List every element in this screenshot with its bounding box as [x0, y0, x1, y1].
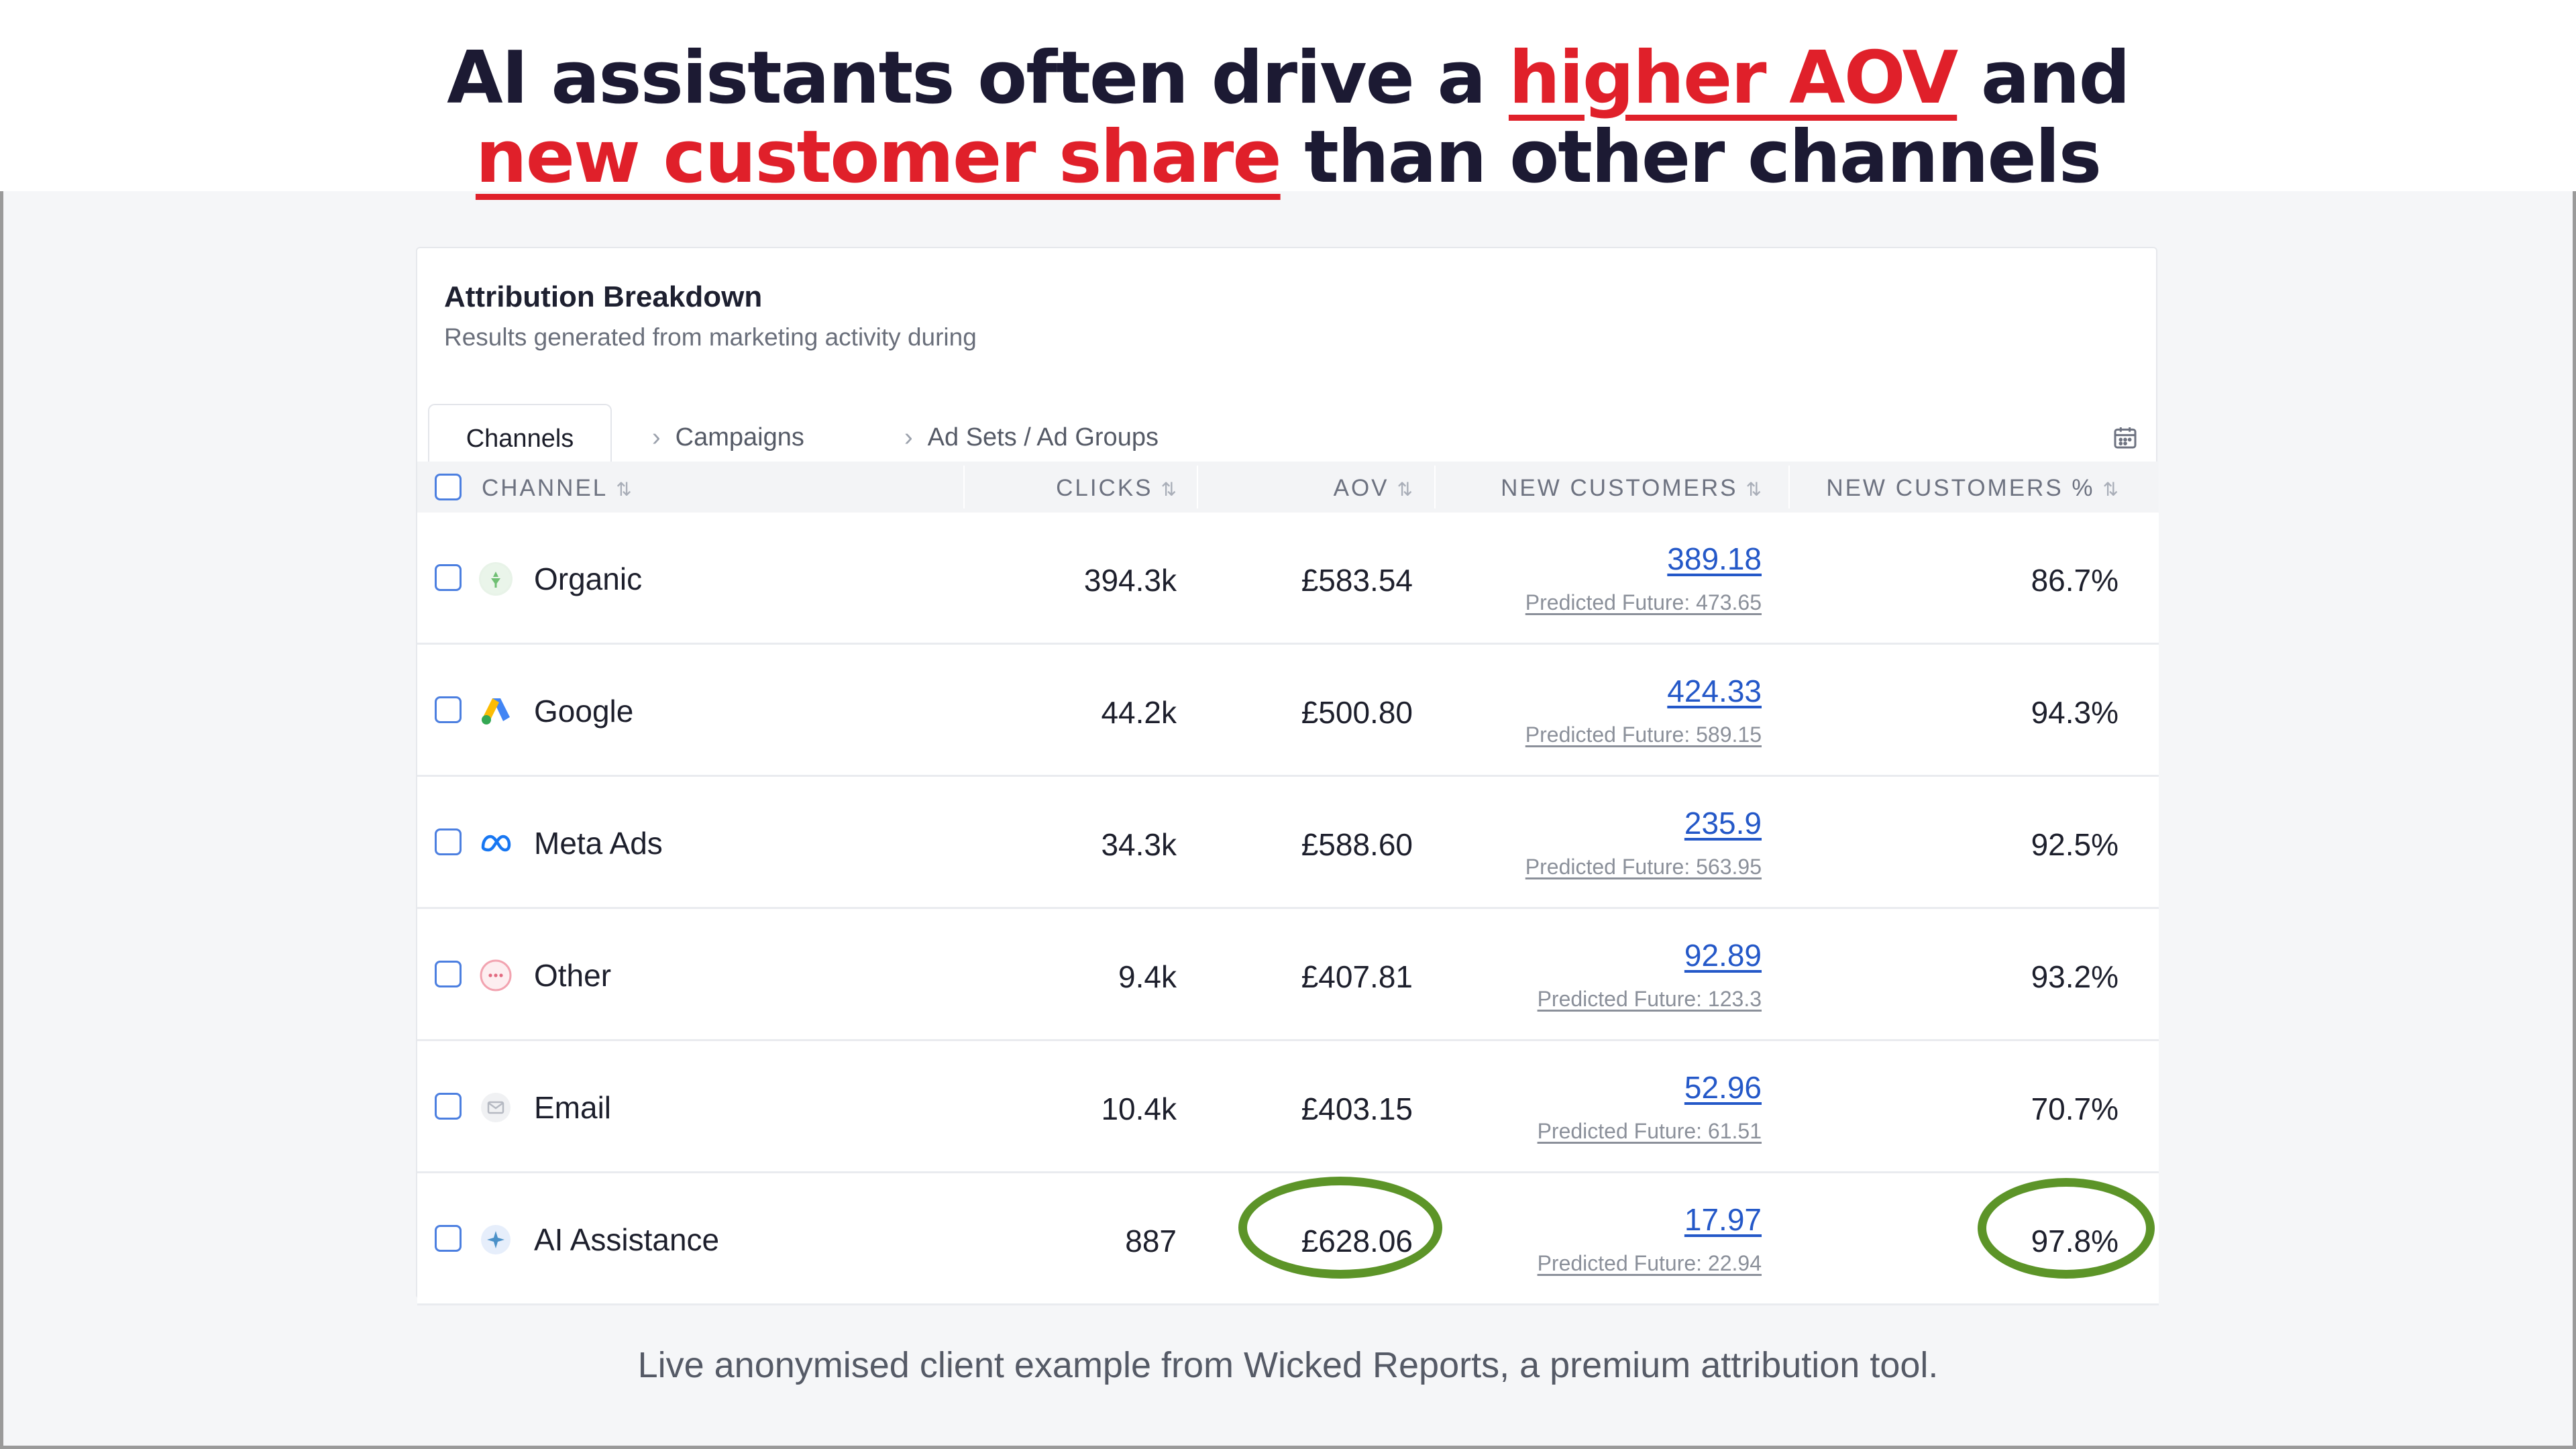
channel-name: Meta Ads: [534, 826, 663, 861]
predicted-future: Predicted Future: 22.94: [1537, 1251, 1762, 1275]
pct-highlight-circle: [1978, 1178, 2155, 1279]
sort-arrows-icon: ⇅: [1746, 479, 1762, 500]
chevron-right-icon: ›: [652, 423, 661, 451]
channel-name: Email: [534, 1090, 612, 1125]
card-title: Attribution Breakdown: [444, 280, 763, 313]
select-all-checkbox[interactable]: [435, 474, 462, 500]
predicted-future: Predicted Future: 563.95: [1525, 855, 1762, 879]
tab-ad-sets[interactable]: › Ad Sets / Ad Groups: [904, 404, 1159, 470]
table-row[interactable]: Other 9.4k £407.81 92.89 Predicted Futur…: [417, 909, 2159, 1041]
aov-value: £407.81: [1301, 959, 1413, 994]
row-checkbox[interactable]: [435, 1225, 462, 1252]
predicted-future: Predicted Future: 61.51: [1537, 1119, 1762, 1143]
sort-arrows-icon: ⇅: [616, 479, 632, 500]
sort-arrows-icon: ⇅: [1397, 479, 1413, 500]
new-customers-pct-value: 86.7%: [2031, 563, 2118, 598]
row-checkbox[interactable]: [435, 961, 462, 987]
new-customers-pct-value: 92.5%: [2031, 827, 2118, 862]
tab-label: Ad Sets / Ad Groups: [927, 423, 1159, 451]
new-customers-link[interactable]: 92.89: [1684, 938, 1762, 973]
column-divider: [963, 466, 965, 508]
aov-value: £583.54: [1301, 563, 1413, 598]
row-checkbox[interactable]: [435, 564, 462, 591]
organic-icon: [479, 562, 513, 596]
column-label: NEW CUSTOMERS: [1501, 475, 1738, 501]
table-row[interactable]: Meta Ads 34.3k £588.60 235.9 Predicted F…: [417, 777, 2159, 909]
table-row[interactable]: Google 44.2k £500.80 424.33 Predicted Fu…: [417, 645, 2159, 777]
headline-text: and: [1957, 36, 2131, 120]
ai-sparkle-icon: [479, 1223, 513, 1256]
tab-campaigns[interactable]: › Campaigns: [652, 404, 804, 470]
sort-arrows-icon: ⇅: [2102, 479, 2118, 500]
channel-name: Google: [534, 694, 634, 729]
attribution-card: Attribution Breakdown Results generated …: [416, 247, 2159, 1305]
headline-line-2: new customer share than other channels: [0, 118, 2576, 197]
google-ads-icon: [479, 694, 513, 728]
headline-highlight-aov: higher AOV: [1508, 36, 1958, 120]
headline-band: [0, 0, 2576, 191]
column-label: CLICKS: [1056, 475, 1153, 501]
calendar-icon[interactable]: [2112, 424, 2139, 451]
sort-arrows-icon: ⇅: [1161, 479, 1177, 500]
clicks-value: 44.2k: [1101, 695, 1177, 730]
headline: AI assistants often drive a higher AOV a…: [0, 39, 2576, 197]
column-divider: [1197, 466, 1198, 508]
headline-text: AI assistants often drive a: [447, 36, 1509, 120]
tab-bar: Channels › Campaigns › Ad Sets / Ad Groups: [417, 390, 2159, 470]
headline-text: than other channels: [1280, 115, 2102, 199]
predicted-future: Predicted Future: 123.3: [1537, 987, 1762, 1011]
clicks-value: 394.3k: [1083, 563, 1177, 598]
tab-label: Campaigns: [675, 423, 804, 451]
channel-name: Organic: [534, 561, 643, 596]
table-row[interactable]: Email 10.4k £403.15 52.96 Predicted Futu…: [417, 1041, 2159, 1173]
new-customers-pct-value: 93.2%: [2031, 959, 2118, 994]
footer-caption: Live anonymised client example from Wick…: [637, 1345, 1939, 1385]
row-checkbox[interactable]: [435, 1093, 462, 1120]
column-divider: [1788, 466, 1790, 508]
clicks-value: 887: [1125, 1224, 1177, 1258]
table-row[interactable]: Organic 394.3k £583.54 389.18 Predicted …: [417, 513, 2159, 645]
table-header: CHANNEL ⇅ CLICKS ⇅ AOV ⇅ NEW CUSTOMERS ⇅ NEW…: [417, 462, 2159, 514]
meta-icon: [479, 826, 513, 860]
aov-value: £588.60: [1301, 827, 1413, 862]
column-label: AOV: [1333, 475, 1389, 501]
new-customers-link[interactable]: 389.18: [1667, 541, 1762, 576]
column-label: NEW CUSTOMERS %: [1826, 475, 2095, 501]
new-customers-link[interactable]: 235.9: [1684, 806, 1762, 841]
tab-channels[interactable]: Channels: [428, 404, 612, 470]
row-checkbox[interactable]: [435, 696, 462, 723]
column-header-clicks[interactable]: CLICKS ⇅: [1056, 462, 1177, 513]
chevron-right-icon: ›: [904, 423, 913, 451]
email-icon: [479, 1091, 513, 1124]
clicks-value: 9.4k: [1118, 959, 1177, 994]
channel-name: AI Assistance: [534, 1222, 720, 1257]
column-divider: [1434, 466, 1436, 508]
row-checkbox[interactable]: [435, 828, 462, 855]
card-subtitle: Results generated from marketing activit…: [444, 323, 977, 351]
new-customers-pct-value: 94.3%: [2031, 695, 2118, 730]
predicted-future: Predicted Future: 589.15: [1525, 722, 1762, 747]
column-header-channel[interactable]: CHANNEL ⇅: [482, 462, 632, 513]
new-customers-pct-value: 70.7%: [2031, 1091, 2118, 1126]
new-customers-link[interactable]: 52.96: [1684, 1070, 1762, 1105]
aov-value: £500.80: [1301, 695, 1413, 730]
tab-label: Channels: [466, 425, 574, 453]
aov-value: £403.15: [1301, 1091, 1413, 1126]
other-dots-icon: [479, 959, 513, 992]
headline-highlight-new-customer: new customer share: [475, 115, 1282, 199]
column-header-new-customers-pct[interactable]: NEW CUSTOMERS % ⇅: [1826, 462, 2118, 513]
clicks-value: 10.4k: [1101, 1091, 1177, 1126]
column-header-new-customers[interactable]: NEW CUSTOMERS ⇅: [1501, 462, 1762, 513]
channel-name: Other: [534, 958, 612, 993]
clicks-value: 34.3k: [1101, 827, 1177, 862]
column-label: CHANNEL: [482, 475, 608, 501]
aov-highlight-circle: [1238, 1177, 1442, 1279]
column-header-aov[interactable]: AOV ⇅: [1334, 462, 1413, 513]
new-customers-link[interactable]: 424.33: [1667, 674, 1762, 708]
headline-line-1: AI assistants often drive a higher AOV a…: [0, 39, 2576, 118]
new-customers-link[interactable]: 17.97: [1684, 1202, 1762, 1237]
predicted-future: Predicted Future: 473.65: [1525, 590, 1762, 614]
